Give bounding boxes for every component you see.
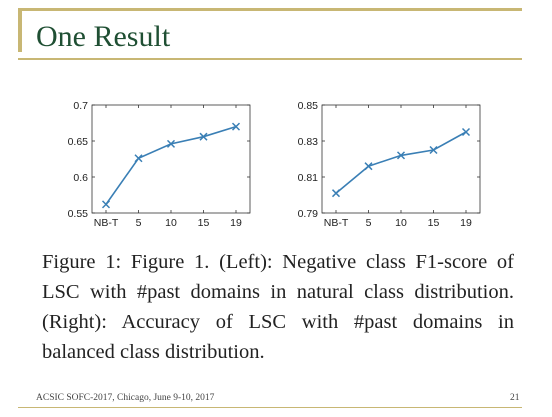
- plot-frame: [91, 104, 251, 214]
- x-tick-label: 19: [460, 217, 472, 229]
- y-tick-label: 0.81: [298, 172, 319, 184]
- y-tick-label: 0.55: [68, 208, 89, 220]
- data-point: [231, 122, 241, 131]
- plot-frame: [321, 104, 481, 214]
- y-tick-label: 0.6: [73, 172, 88, 184]
- bottom-rule: [18, 407, 522, 408]
- footer-text: ACSIC SOFC-2017, Chicago, June 9-10, 201…: [36, 393, 215, 403]
- data-point: [199, 132, 208, 141]
- chart-right: 0.79 0.81 0.83 0.85 NB-T 5 10 15 19: [298, 100, 481, 229]
- x-tick-label: 15: [428, 217, 440, 229]
- figure-caption: Figure 1: Figure 1. (Left): Negative cla…: [42, 251, 514, 363]
- y-tick-label: 0.7: [73, 100, 88, 112]
- y-tick-label: 0.79: [298, 208, 319, 220]
- data-point: [429, 145, 438, 155]
- data-point: [461, 127, 471, 137]
- left-rule: [18, 8, 22, 52]
- x-tick-label: 5: [136, 217, 142, 229]
- x-tick-label: NB-T: [94, 217, 119, 229]
- data-point: [364, 162, 373, 171]
- x-tick-label: 19: [230, 217, 242, 229]
- y-tick-label: 0.85: [298, 100, 319, 112]
- chart-left: 0.55 0.6 0.65 0.7 NB-T 5 10 15 19: [68, 100, 251, 229]
- slide-title: One Result: [36, 20, 171, 53]
- x-tick-label: 15: [198, 217, 210, 229]
- x-tick-label: NB-T: [324, 217, 349, 229]
- title-divider: [18, 58, 522, 60]
- y-tick-label: 0.65: [68, 136, 89, 148]
- data-point: [331, 189, 341, 198]
- series-line: [105, 125, 237, 205]
- page-number: 21: [510, 393, 520, 403]
- data-point: [101, 200, 111, 209]
- y-tick-label: 0.83: [298, 136, 319, 148]
- data-point: [134, 154, 143, 163]
- top-rule: [18, 8, 522, 11]
- x-tick-label: 10: [165, 217, 177, 229]
- data-point: [396, 151, 406, 160]
- x-tick-label: 10: [395, 217, 407, 229]
- x-tick-label: 5: [366, 217, 372, 229]
- data-point: [166, 139, 176, 148]
- series-line: [335, 131, 467, 194]
